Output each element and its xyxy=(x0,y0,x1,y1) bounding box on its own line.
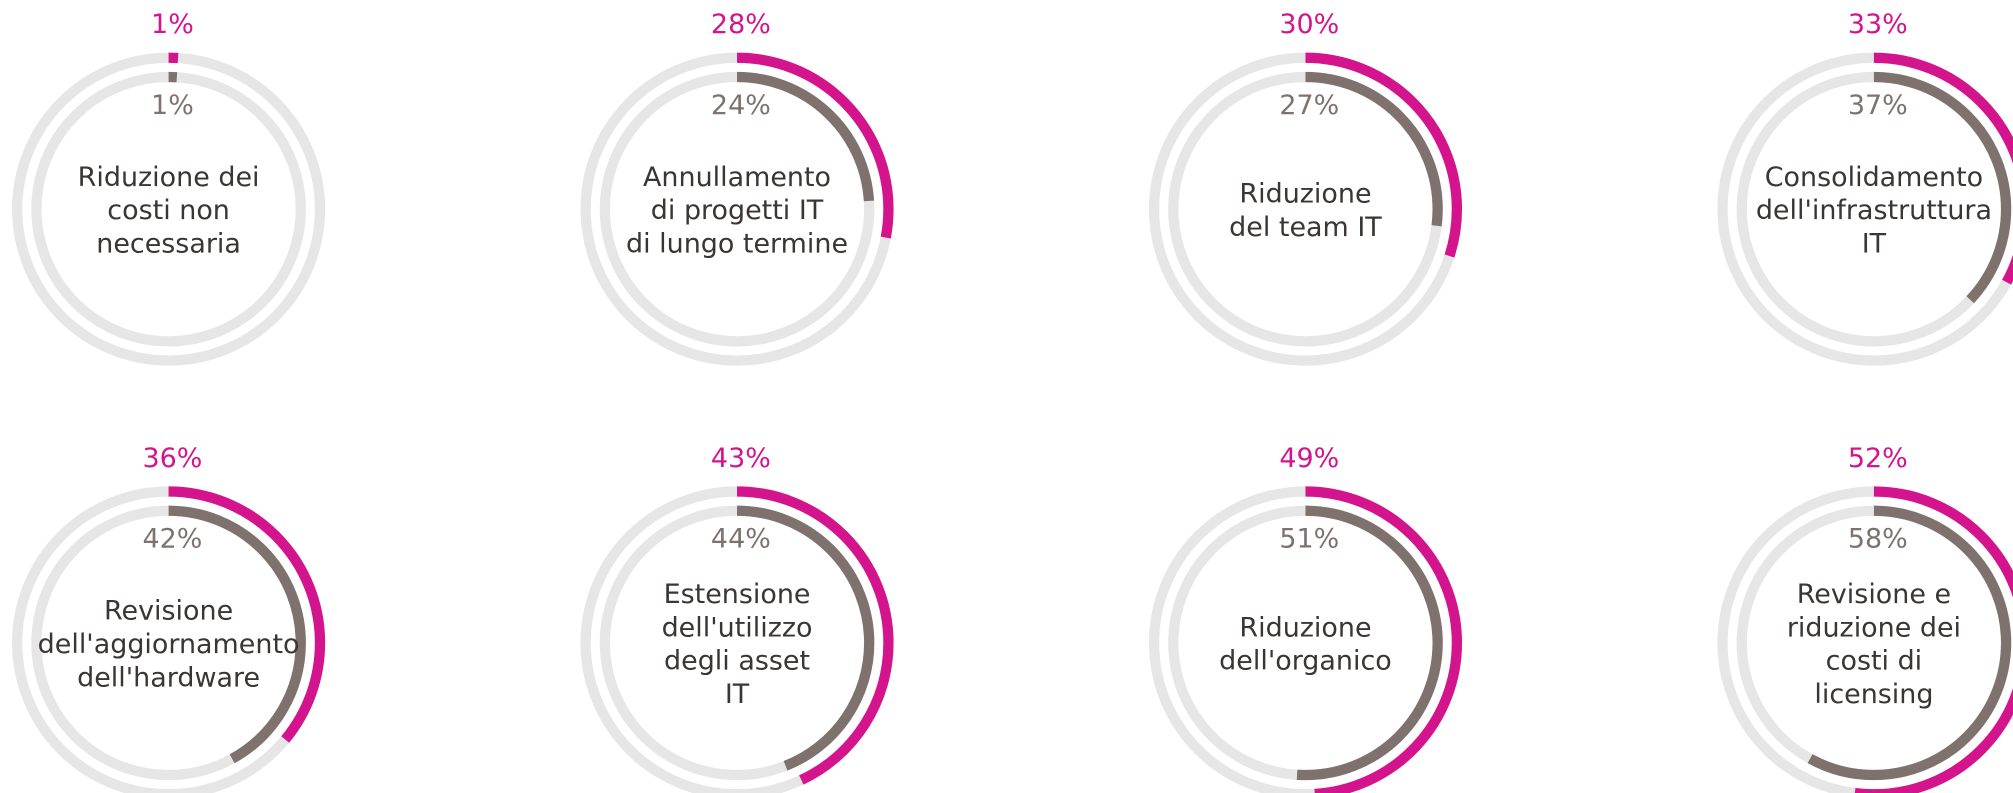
ring-label: Riduzione xyxy=(1239,179,1371,210)
outer-value-label: 30% xyxy=(1279,9,1339,40)
outer-value-label: 52% xyxy=(1848,443,1908,474)
inner-value-label: 51% xyxy=(1279,524,1339,555)
inner-value-label: 27% xyxy=(1279,90,1339,121)
inner-value-label: 44% xyxy=(711,524,771,555)
progress-arc xyxy=(1717,486,2013,793)
inner-value-label: 1% xyxy=(151,90,194,121)
inner-value-label: 42% xyxy=(143,524,203,555)
ring-label: dell'utilizzo xyxy=(662,612,813,643)
inner-value-label: 58% xyxy=(1848,524,1908,555)
progress-arc xyxy=(31,505,306,781)
progress-arc xyxy=(1736,71,2012,347)
progress-arc xyxy=(599,505,875,781)
progress-arc xyxy=(599,71,875,347)
ring-label: dell'infrastruttura xyxy=(1756,195,1992,226)
ring-label: Annullamento xyxy=(643,162,831,193)
outer-value-label: 43% xyxy=(711,443,771,474)
progress-arc xyxy=(1736,505,2012,781)
ring-label: riduzione dei xyxy=(1787,612,1961,643)
ring-label: Revisione xyxy=(104,596,233,627)
ring-label: Riduzione dei xyxy=(78,162,260,193)
ring-label: Consolidamento xyxy=(1765,162,1983,193)
ring-label: del team IT xyxy=(1229,212,1382,243)
ring-label: di lungo termine xyxy=(626,229,848,260)
outer-value-label: 28% xyxy=(711,9,771,40)
ring-label: dell'aggiornamento xyxy=(38,629,300,660)
progress-arc xyxy=(12,52,326,366)
outer-value-label: 49% xyxy=(1279,443,1339,474)
ring-label: necessaria xyxy=(96,229,241,260)
ring-label: IT xyxy=(725,679,750,710)
progress-arc xyxy=(1148,52,1463,366)
progress-arc xyxy=(1168,505,1443,781)
inner-value-label: 37% xyxy=(1848,90,1908,121)
progress-arc xyxy=(12,486,326,793)
ring-label: IT xyxy=(1862,229,1887,260)
progress-arc xyxy=(580,52,894,366)
ring-label: costi non xyxy=(107,195,230,226)
outer-value-label: 33% xyxy=(1848,9,1908,40)
inner-value-label: 24% xyxy=(711,90,771,121)
ring-label: Riduzione xyxy=(1239,612,1371,643)
ring-label: licensing xyxy=(1814,679,1933,710)
ring-label: costi di xyxy=(1826,646,1923,677)
progress-arc xyxy=(1168,71,1443,347)
ring-label: degli asset xyxy=(664,646,810,677)
outer-value-label: 36% xyxy=(143,443,203,474)
progress-arc xyxy=(580,486,894,793)
ring-label: di progetti IT xyxy=(651,195,824,226)
ring-label: Estensione xyxy=(664,579,811,610)
ring-label: dell'hardware xyxy=(77,662,260,693)
progress-arc xyxy=(1148,486,1463,793)
outer-value-label: 1% xyxy=(151,9,194,40)
ring-label: dell'organico xyxy=(1219,646,1392,677)
progress-arc xyxy=(31,71,306,347)
ring-label: Revisione e xyxy=(1797,579,1951,610)
progress-arc xyxy=(1717,52,2013,366)
